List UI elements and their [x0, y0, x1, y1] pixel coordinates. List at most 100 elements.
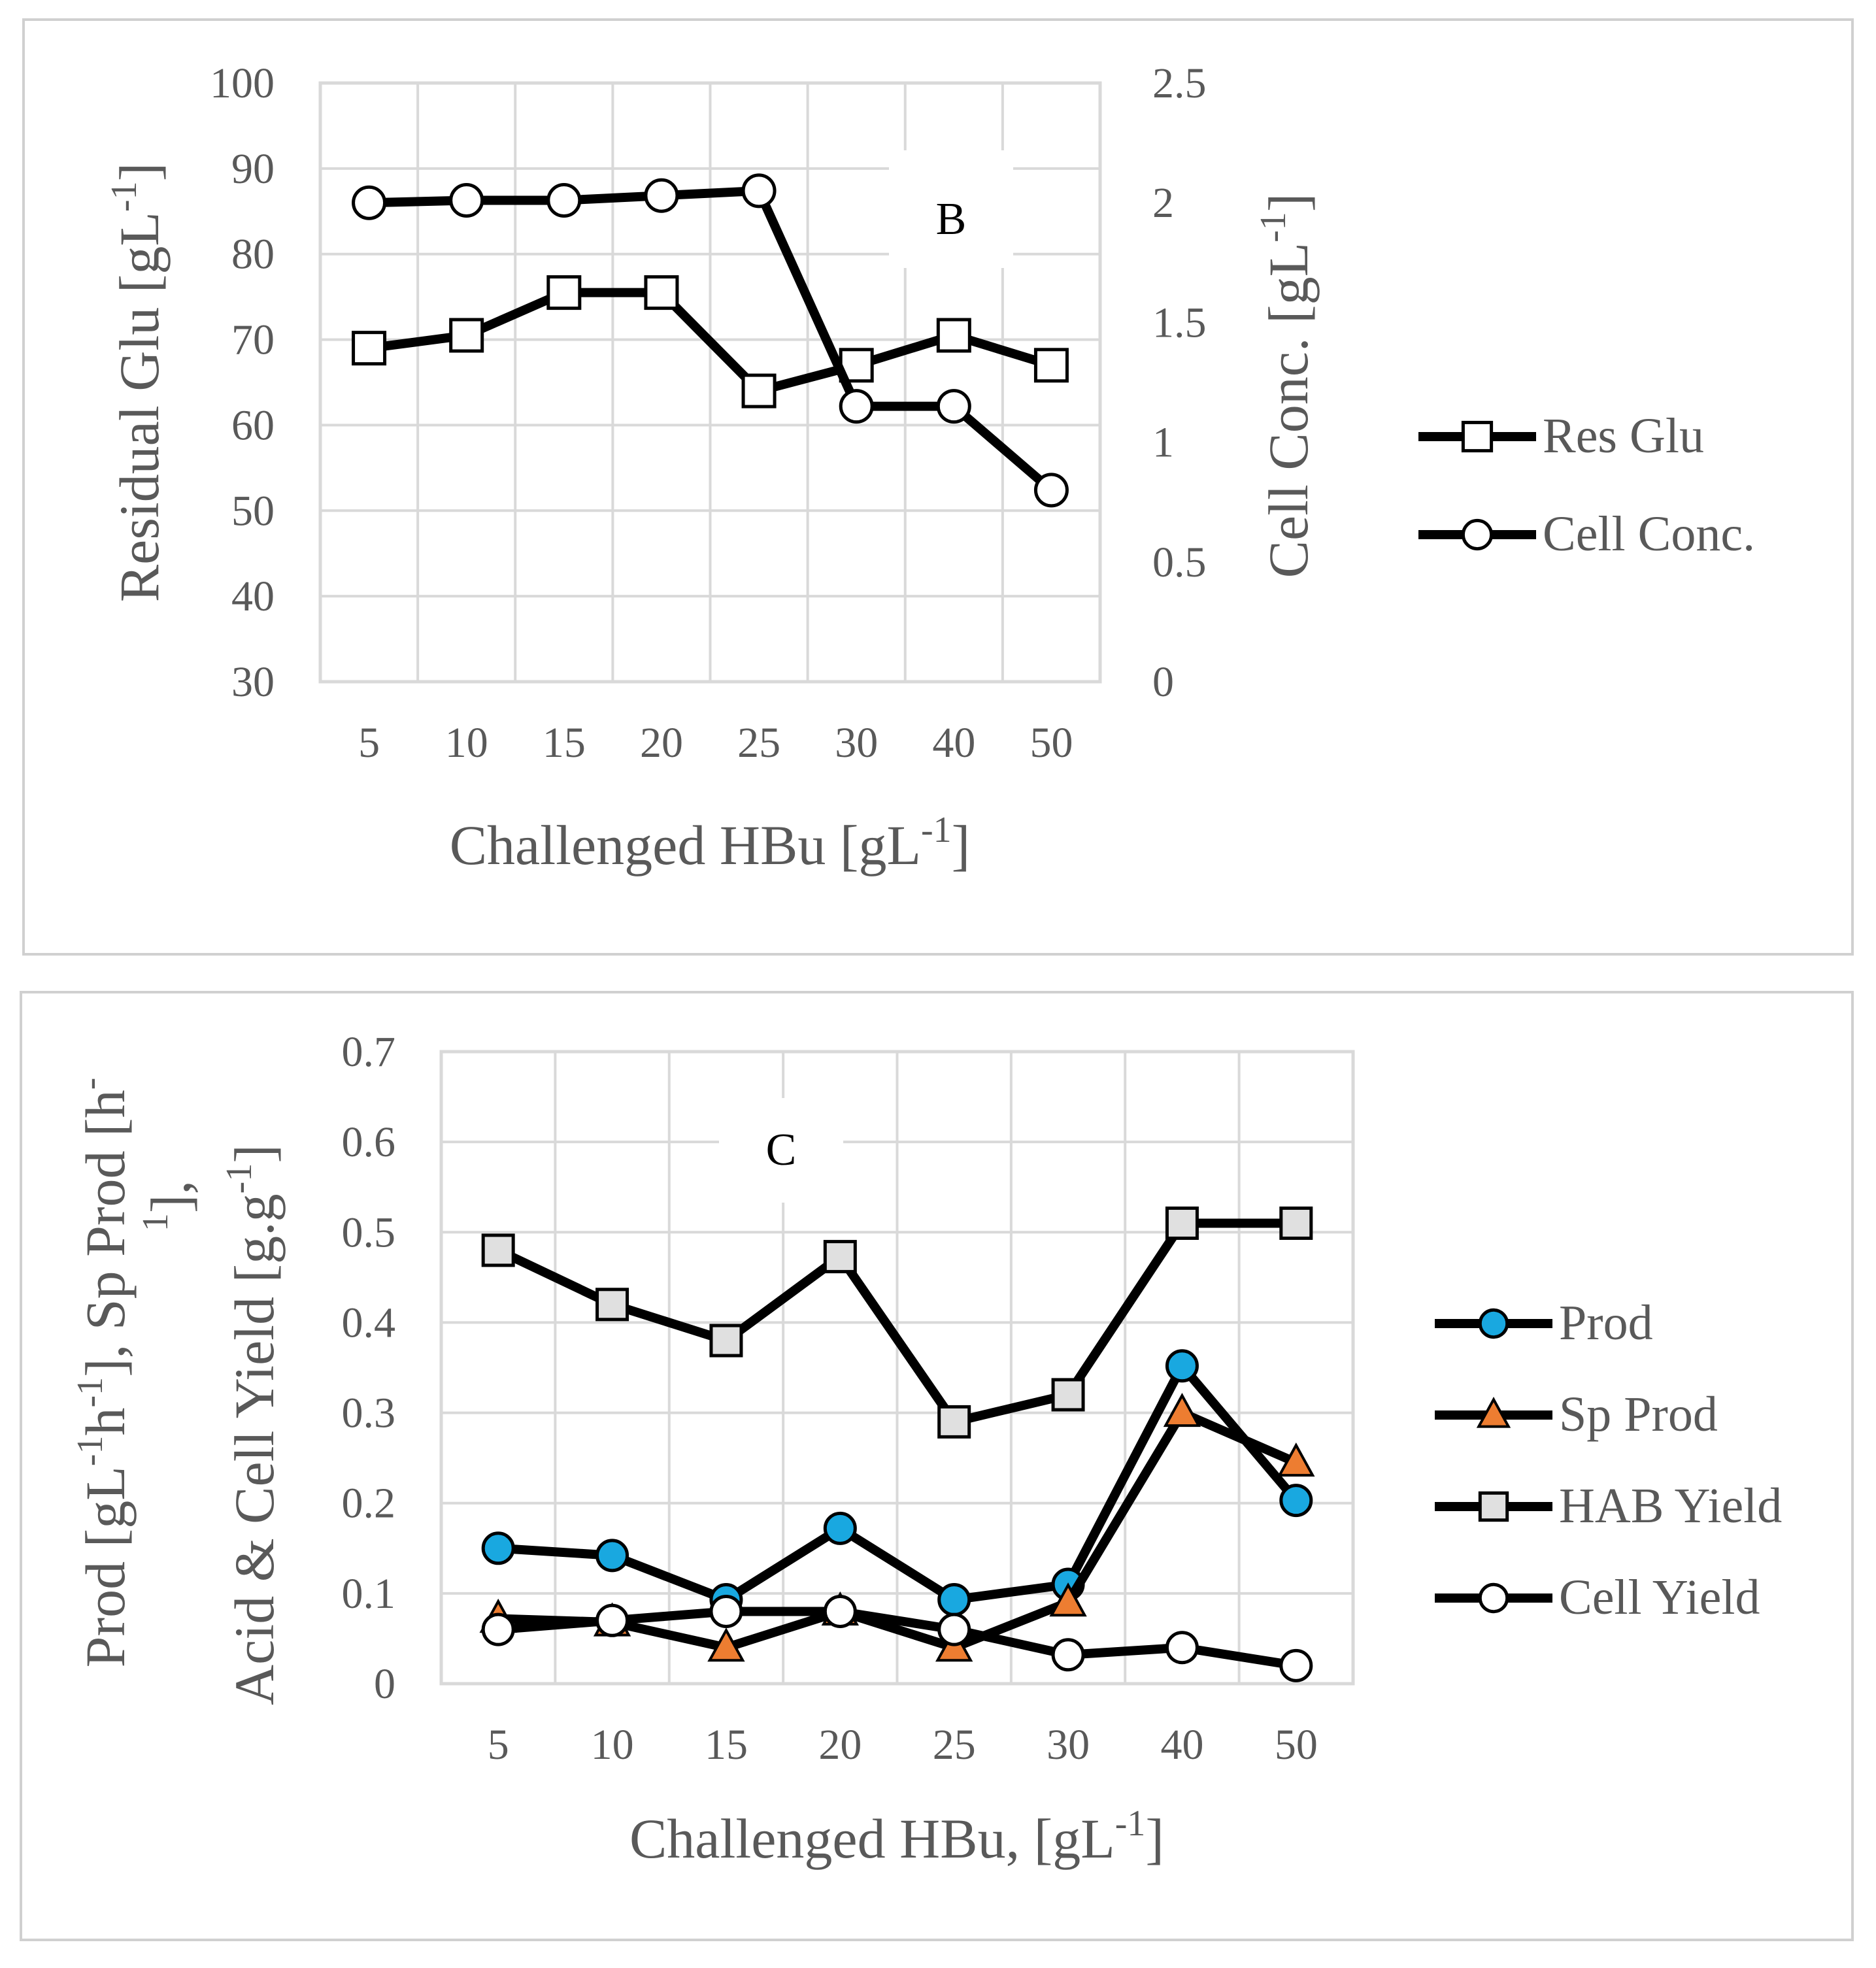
data-point — [741, 173, 777, 208]
legend-label: Sp Prod — [1559, 1387, 1718, 1442]
panel-b-x-ticks: 5 10 15 20 25 30 40 50 — [358, 719, 1073, 767]
data-point — [1279, 1648, 1313, 1682]
legend-marker — [1478, 1491, 1509, 1522]
panel-c-annotation: C — [766, 1125, 797, 1175]
y-tick-label: 100 — [210, 59, 275, 107]
x-tick-label: 15 — [543, 719, 586, 767]
y-tick-label: 40 — [231, 573, 275, 620]
x-tick-label: 30 — [1047, 1721, 1090, 1769]
panel-b: 30 40 50 60 70 80 90 100 0 0.5 1 1.5 2 2.5 5 10 15 20 25… — [22, 18, 1854, 956]
series-line — [497, 1408, 1298, 1652]
panel-c-legend: Prod Sp Prod HAB Yield Cell Yield — [1435, 1295, 1782, 1625]
y2-tick-label: 0.5 — [1152, 539, 1207, 586]
data-point — [595, 1603, 629, 1637]
data-point — [823, 1594, 857, 1628]
panel-b-y2-axis-title: Cell Conc. [gL-1] — [1253, 193, 1320, 578]
data-point — [823, 1511, 857, 1545]
legend-item: Prod — [1435, 1295, 1653, 1350]
legend-item: Cell Yield — [1435, 1570, 1760, 1625]
panel-b-gridlines — [320, 83, 1100, 682]
x-tick-label: 20 — [640, 719, 683, 767]
data-point — [936, 389, 971, 424]
data-point — [937, 1405, 971, 1439]
data-point — [1033, 473, 1069, 508]
y-tick-label: 50 — [231, 487, 275, 535]
panel-c-border — [20, 991, 1854, 1941]
legend-item: Cell Conc. — [1418, 507, 1755, 561]
data-point — [1165, 1206, 1199, 1240]
series-line — [497, 1361, 1300, 1605]
series-cell-yield — [481, 1594, 1313, 1682]
legend-marker — [1478, 1582, 1509, 1614]
panel-c-series — [479, 1206, 1315, 1682]
panel-c-y-axis-title-line1: Prod [gL-1h-1], Sp Prod [h- — [70, 1078, 137, 1668]
panel-b-annotation-box — [889, 150, 1013, 268]
y-tick-label: 90 — [231, 145, 275, 193]
legend-marker — [1461, 518, 1494, 551]
panel-b-series — [352, 173, 1069, 508]
y-tick-label: 0.4 — [342, 1299, 396, 1346]
y-tick-label: 0.2 — [342, 1480, 396, 1527]
data-point — [449, 183, 484, 218]
y-tick-label: 0.5 — [342, 1209, 396, 1256]
data-point — [546, 275, 582, 310]
x-tick-label: 40 — [932, 719, 975, 767]
y-tick-label: 30 — [231, 658, 275, 706]
series-line — [497, 1607, 1297, 1671]
data-point — [449, 318, 484, 353]
legend-label: Cell Yield — [1559, 1570, 1760, 1625]
data-point — [707, 1627, 745, 1662]
y2-tick-label: 1 — [1152, 419, 1174, 467]
series-cell-conc — [352, 173, 1069, 508]
series-line — [496, 1218, 1296, 1427]
data-point — [1033, 348, 1069, 383]
x-tick-label: 25 — [737, 719, 780, 767]
y-tick-label: 0 — [374, 1660, 395, 1708]
panel-b-legend: Res Glu Cell Conc. — [1418, 409, 1755, 561]
x-tick-label: 15 — [705, 1721, 748, 1769]
data-point — [1163, 1392, 1201, 1427]
data-point — [823, 1240, 857, 1274]
x-tick-label: 40 — [1160, 1721, 1203, 1769]
data-point — [352, 185, 387, 220]
y-tick-label: 70 — [231, 316, 275, 364]
data-point — [644, 178, 679, 213]
panel-b-plot-frame — [318, 81, 1102, 684]
x-tick-label: 20 — [818, 1721, 862, 1769]
panel-c-x-ticks: 5 10 15 20 25 30 40 50 — [488, 1721, 1318, 1769]
panel-c-y-ticks: 0 0.1 0.2 0.3 0.4 0.5 0.6 0.7 — [342, 1028, 396, 1708]
y2-tick-label: 0 — [1152, 658, 1174, 706]
legend-item: Res Glu — [1418, 409, 1704, 463]
panel-c: 0 0.1 0.2 0.3 0.4 0.5 0.6 0.7 5 10 15 20 25 30 40 50 C… — [20, 991, 1854, 1941]
data-point — [595, 1539, 629, 1573]
data-point — [937, 1612, 971, 1646]
panel-c-annotation-box — [719, 1098, 843, 1203]
panel-b-y-ticks: 30 40 50 60 70 80 90 100 — [210, 59, 275, 706]
legend-label: Res Glu — [1543, 409, 1704, 463]
panel-c-x-axis-title: Challenged HBu, [gL-1] — [629, 1803, 1164, 1870]
data-point — [595, 1288, 629, 1322]
y-tick-label: 0.1 — [342, 1570, 396, 1618]
data-point — [481, 1233, 515, 1267]
panel-c-plot-frame — [439, 1050, 1355, 1686]
x-tick-label: 10 — [591, 1721, 634, 1769]
x-tick-label: 50 — [1275, 1721, 1318, 1769]
data-point — [709, 1594, 743, 1628]
panel-b-y2-ticks: 0 0.5 1 1.5 2 2.5 — [1152, 59, 1207, 706]
data-point — [1279, 1484, 1313, 1518]
data-point — [1165, 1349, 1199, 1383]
x-tick-label: 10 — [445, 719, 488, 767]
x-tick-label: 5 — [488, 1721, 509, 1769]
data-point — [1277, 1442, 1315, 1477]
legend-label: Cell Conc. — [1543, 507, 1755, 561]
y-tick-label: 80 — [231, 231, 275, 278]
x-tick-label: 30 — [835, 719, 878, 767]
data-point — [481, 1531, 515, 1565]
legend-marker — [1476, 1397, 1511, 1428]
y2-tick-label: 2.5 — [1152, 59, 1207, 107]
data-point — [1165, 1631, 1199, 1665]
panel-b-x-axis-title: Challenged HBu [gL-1] — [450, 810, 971, 876]
panel-c-y-axis-title-line2: 1], — [135, 1180, 202, 1231]
legend-item: HAB Yield — [1435, 1478, 1782, 1533]
